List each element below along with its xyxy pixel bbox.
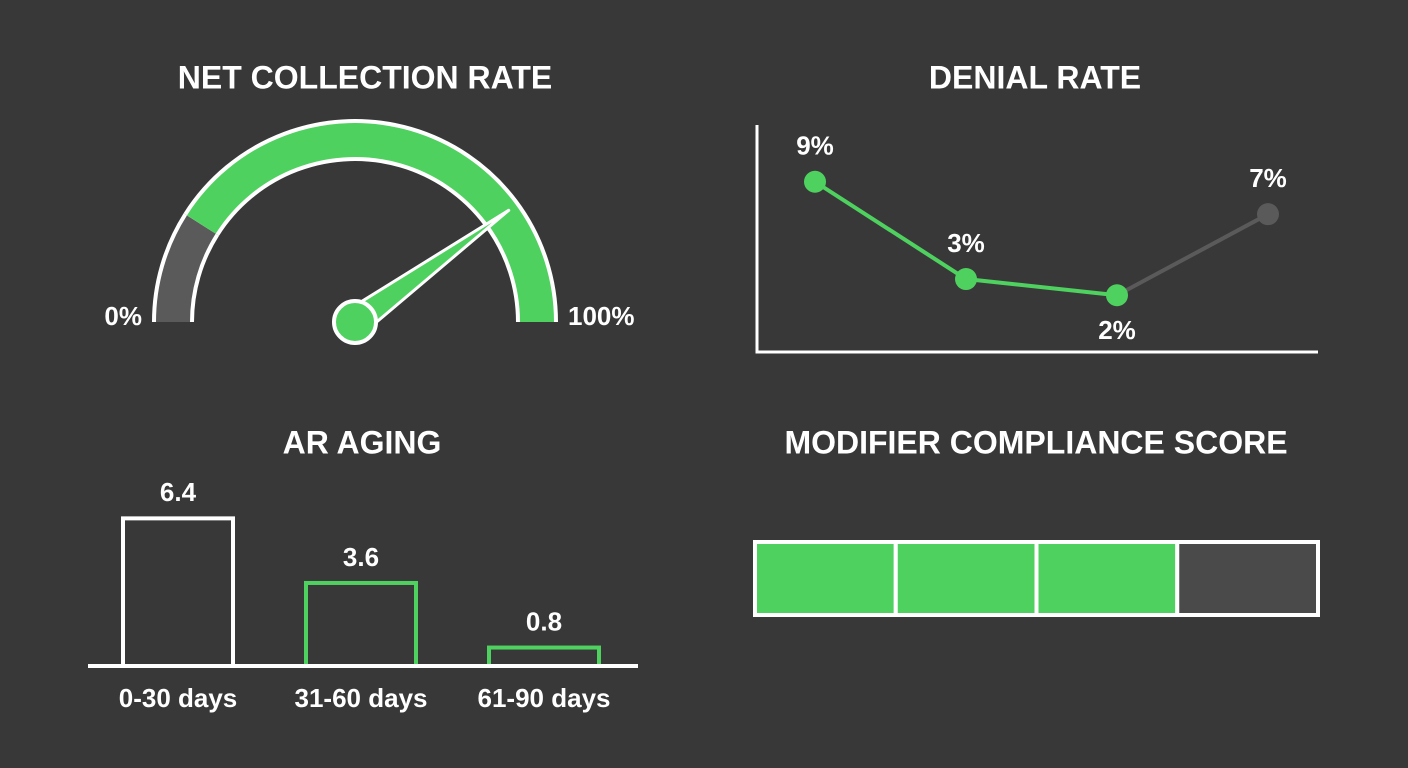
axis	[755, 125, 1318, 354]
gauge-tick-label: 0%	[104, 301, 142, 331]
data-label: 6.4	[160, 477, 197, 507]
score-segment	[1034, 540, 1180, 617]
data-label: 2%	[1098, 315, 1136, 345]
gauge-range	[186, 123, 554, 323]
data-label: 0.8	[526, 606, 562, 636]
line-point	[1257, 203, 1279, 226]
gauge-title: NET COLLECTION RATE	[178, 59, 553, 95]
score-segment	[753, 540, 898, 617]
gauge-tick-label: 100%	[568, 301, 635, 331]
x-tick-label: 0-30 days	[119, 683, 238, 713]
score-segment	[1175, 540, 1320, 617]
gauge-hub	[332, 299, 378, 345]
x-tick-label: 31-60 days	[295, 683, 428, 713]
line-segment	[813, 180, 968, 281]
line-segment	[965, 277, 1118, 298]
score-segment	[893, 540, 1039, 617]
x-tick-label: 61-90 days	[478, 683, 611, 713]
gauge-range	[156, 215, 216, 323]
segments-title: MODIFIER COMPLIANCE SCORE	[784, 424, 1287, 460]
data-label: 3.6	[343, 542, 379, 572]
data-label: 7%	[1249, 163, 1287, 193]
line-point	[955, 268, 977, 291]
line-point	[1106, 284, 1128, 307]
bar-title: AR AGING	[283, 424, 442, 460]
line-segment	[1116, 212, 1269, 298]
line-point	[804, 170, 826, 193]
data-label: 9%	[796, 131, 834, 161]
line-title: DENIAL RATE	[929, 59, 1141, 95]
data-label: 3%	[947, 228, 985, 258]
